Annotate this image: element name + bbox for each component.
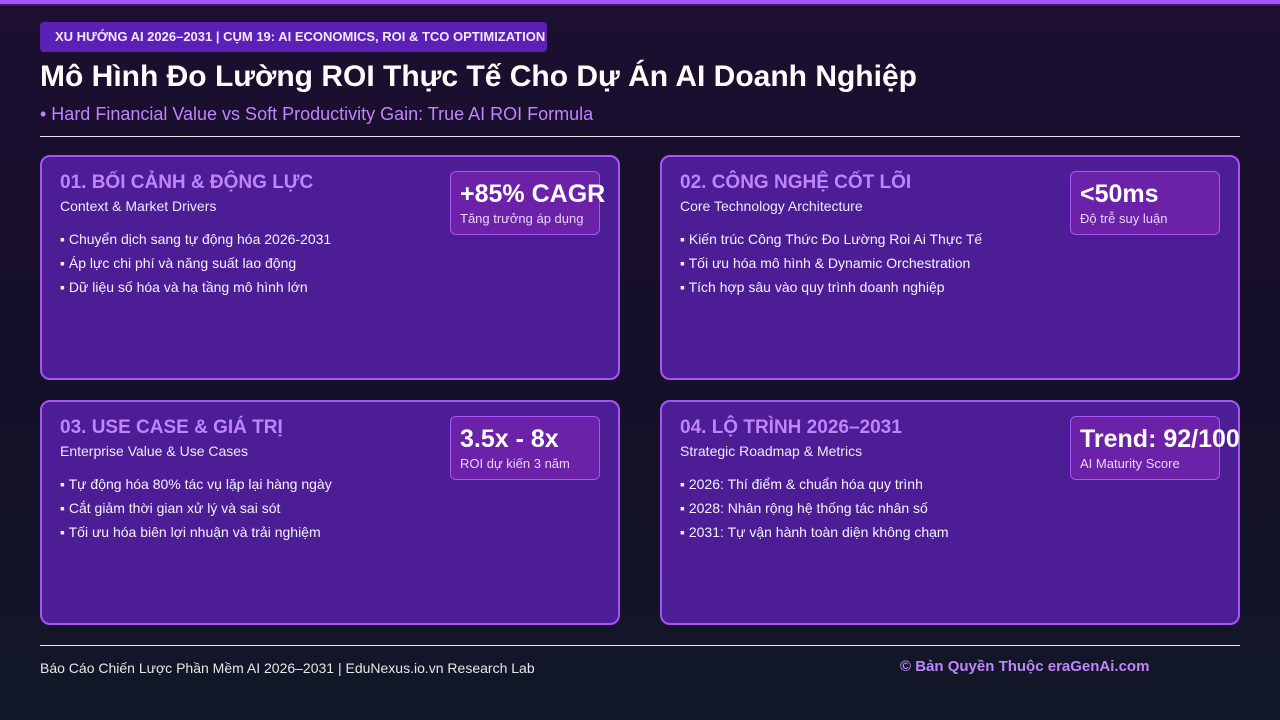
footer-text: Báo Cáo Chiến Lược Phần Mềm AI 2026–2031…: [40, 660, 535, 676]
bullet-item: ▪ Tối ưu hóa biên lợi nhuận và trải nghi…: [60, 524, 321, 540]
stat-label: Độ trễ suy luận: [1080, 211, 1168, 226]
bullet-item: ▪ Tích hợp sâu vào quy trình doanh nghiệ…: [680, 279, 945, 295]
card-title: 03. USE CASE & GIÁ TRỊ: [60, 417, 283, 438]
card: 02. CÔNG NGHỆ CỐT LÕI Core Technology Arc…: [660, 155, 1240, 380]
bullet-list: ▪ Chuyển dịch sang tự động hóa 2026-2031…: [60, 227, 331, 299]
bullet-item: ▪ Tự động hóa 80% tác vụ lặp lại hàng ng…: [60, 476, 332, 492]
stat-box: 3.5x - 8x ROI dự kiến 3 năm: [450, 416, 600, 480]
bullet-item: ▪ 2026: Thí điểm & chuẩn hóa quy trình: [680, 476, 923, 492]
stat-box: Trend: 92/100 AI Maturity Score: [1070, 416, 1240, 480]
card-subtitle: Enterprise Value & Use Cases: [60, 443, 249, 459]
stat-value: +85% CAGR: [460, 180, 606, 208]
bullet-list: ▪ 2026: Thí điểm & chuẩn hóa quy trình ▪ …: [680, 472, 949, 544]
copyright: © Bản Quyền Thuộc eraGenAi.com: [900, 658, 1150, 675]
top-bar: [0, 0, 1280, 6]
card-subtitle: Core Technology Architecture: [680, 198, 863, 214]
bullet-item: ▪ Áp lực chi phí và năng suất lao động: [60, 255, 297, 271]
bullet-item: ▪ Dữ liệu số hóa và hạ tầng mô hình lớn: [60, 279, 308, 295]
slide-subtitle: • Hard Financial Value vs Soft Productiv…: [40, 104, 594, 124]
bullet-list: ▪ Kiến trúc Công Thức Đo Lường Roi Ai Th…: [680, 227, 982, 299]
stat-value: <50ms: [1080, 180, 1159, 208]
stat-box: <50ms Độ trễ suy luận: [1070, 171, 1220, 235]
stat-value: 3.5x - 8x: [460, 425, 559, 453]
bullet-item: ▪ Chuyển dịch sang tự động hóa 2026-2031: [60, 231, 332, 247]
card-title: 01. BỐI CẢNH & ĐỘNG LỰC: [60, 172, 314, 193]
card-title: 02. CÔNG NGHỆ CỐT LÕI: [680, 172, 912, 193]
divider: [40, 645, 1240, 646]
bullet-item: ▪ Tối ưu hóa mô hình & Dynamic Orchestra…: [680, 255, 971, 271]
card: 04. LỘ TRÌNH 2026–2031 Strategic Roadmap …: [660, 400, 1240, 625]
bullet-item: ▪ Cắt giảm thời gian xử lý và sai sót: [60, 500, 281, 516]
stat-label: ROI dự kiến 3 năm: [460, 456, 570, 471]
bullet-item: ▪ 2028: Nhân rộng hệ thống tác nhân số: [680, 500, 928, 516]
card: 03. USE CASE & GIÁ TRỊ Enterprise Value &…: [40, 400, 620, 625]
badge: XU HƯỚNG AI 2026–2031 | CỤM 19: AI ECONO…: [40, 22, 547, 52]
bullet-list: ▪ Tự động hóa 80% tác vụ lặp lại hàng ng…: [60, 472, 332, 544]
divider: [40, 136, 1240, 137]
bullet-item: ▪ Kiến trúc Công Thức Đo Lường Roi Ai Th…: [680, 231, 983, 247]
card: 01. BỐI CẢNH & ĐỘNG LỰC Context & Market …: [40, 155, 620, 380]
stat-box: +85% CAGR Tăng trưởng áp dụng: [450, 171, 605, 235]
bullet-item: ▪ 2031: Tự vận hành toàn diện không chạm: [680, 524, 949, 540]
stat-value: Trend: 92/100: [1080, 425, 1240, 453]
stat-label: Tăng trưởng áp dụng: [460, 211, 584, 226]
card-subtitle: Context & Market Drivers: [60, 198, 217, 214]
card-subtitle: Strategic Roadmap & Metrics: [680, 443, 863, 459]
stat-label: AI Maturity Score: [1080, 456, 1180, 471]
slide-title: Mô Hình Đo Lường ROI Thực Tế Cho Dự Án A…: [40, 60, 917, 93]
card-title: 04. LỘ TRÌNH 2026–2031: [680, 417, 902, 438]
